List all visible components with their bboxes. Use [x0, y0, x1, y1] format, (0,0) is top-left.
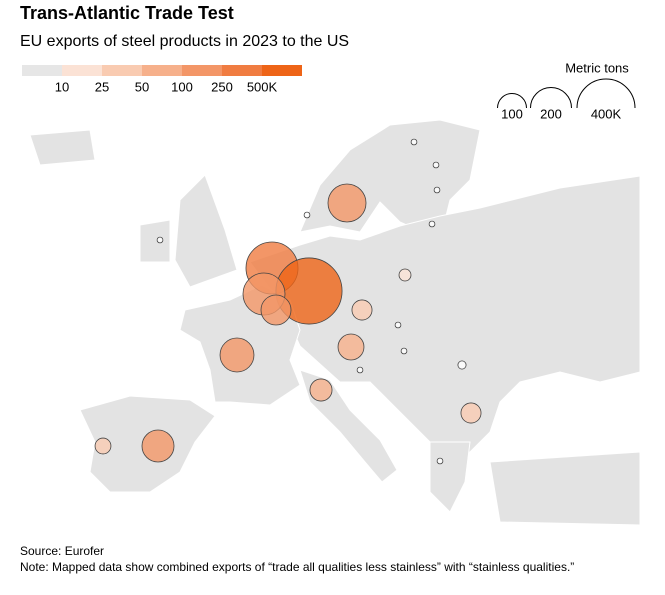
- bubble: [260, 294, 292, 326]
- legend-swatch: [222, 65, 262, 76]
- land: [249, 175, 641, 453]
- legend-label: 10: [55, 79, 69, 94]
- size-legend-label: 200: [540, 106, 562, 121]
- bubble: [428, 220, 436, 228]
- land: [139, 219, 171, 263]
- bubble: [356, 366, 364, 374]
- legend-label: 50: [135, 79, 149, 94]
- basemap: [29, 119, 641, 526]
- legend-swatch: [142, 65, 182, 76]
- legend-label: 250: [211, 79, 233, 94]
- land: [174, 174, 238, 288]
- bubble: [303, 211, 311, 219]
- note: Note: Mapped data show combined exports …: [20, 560, 574, 574]
- land: [429, 441, 471, 513]
- land: [489, 451, 641, 526]
- legend-swatch: [262, 65, 302, 76]
- size-legend-arc: [529, 87, 573, 109]
- legend-label: 500K: [247, 79, 278, 94]
- bubble: [219, 337, 255, 373]
- bubble: [141, 429, 175, 463]
- bubble: [327, 183, 367, 223]
- legend-swatch: [182, 65, 222, 76]
- title: Trans-Atlantic Trade Test: [20, 3, 234, 23]
- bubble: [457, 360, 467, 370]
- bubble: [94, 437, 112, 455]
- legend-swatch: [62, 65, 102, 76]
- legend-swatch: [102, 65, 142, 76]
- bubble: [432, 161, 440, 169]
- size-legend-arc: [576, 78, 636, 109]
- bubble: [410, 138, 418, 146]
- size-legend-label: 400K: [591, 106, 622, 121]
- bubble: [309, 378, 333, 402]
- bubble: [394, 321, 402, 329]
- legend-label: 25: [95, 79, 109, 94]
- size-legend-arc: [497, 93, 527, 109]
- bubble: [460, 402, 482, 424]
- bubble: [436, 457, 444, 465]
- size-legend-title: Metric tons: [565, 60, 629, 75]
- bubble: [337, 333, 365, 361]
- size-legend-label: 100: [501, 106, 523, 121]
- bubble: [398, 268, 412, 282]
- bubble: [400, 347, 408, 355]
- source: Source: Eurofer: [20, 544, 104, 558]
- subtitle: EU exports of steel products in 2023 to …: [20, 33, 349, 50]
- bubble: [351, 299, 373, 321]
- legend-label: 100: [171, 79, 193, 94]
- land: [29, 129, 96, 166]
- bubble: [433, 186, 441, 194]
- legend-swatch: [22, 65, 62, 76]
- bubble: [156, 236, 164, 244]
